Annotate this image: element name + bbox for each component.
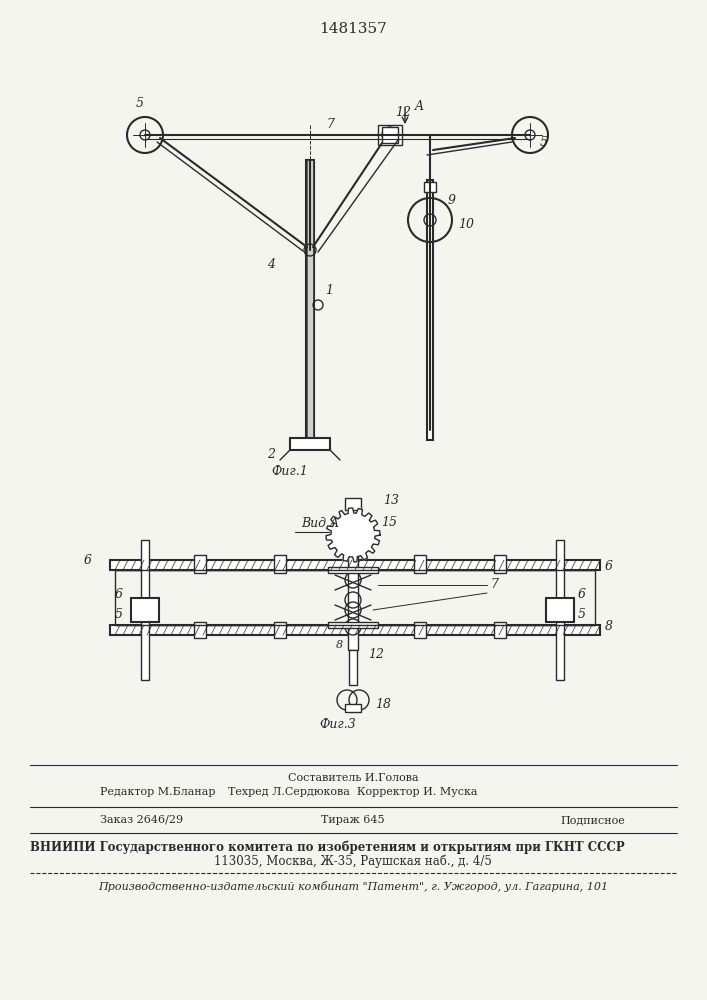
Text: 5: 5 (540, 136, 548, 149)
Bar (414, 622, 426, 638)
Bar (306, 160, 314, 440)
Text: Производственно-издательский комбинат "Патент", г. Ужгород, ул. Гагарина, 101: Производственно-издательский комбинат "П… (98, 881, 608, 892)
Bar (556, 540, 564, 680)
Bar (274, 555, 286, 573)
Bar (494, 555, 506, 573)
Text: 12: 12 (395, 106, 411, 119)
Text: 2: 2 (267, 448, 275, 462)
Bar (424, 182, 436, 192)
Bar (348, 545, 358, 650)
Text: Заказ 2646/29: Заказ 2646/29 (100, 815, 183, 825)
Text: 6: 6 (578, 588, 586, 601)
Bar (290, 438, 330, 450)
Text: Подписное: Подписное (560, 815, 625, 825)
Bar (131, 598, 159, 622)
Bar (110, 560, 600, 570)
Text: 6: 6 (84, 554, 92, 566)
Text: 5: 5 (136, 97, 144, 110)
Bar (115, 570, 595, 625)
Text: 5: 5 (578, 608, 586, 621)
Text: 1: 1 (325, 284, 333, 296)
Bar (378, 125, 402, 145)
Bar (274, 622, 286, 638)
Text: 18: 18 (375, 698, 391, 712)
Text: Составитель И.Голова: Составитель И.Голова (288, 773, 419, 783)
Text: 1481357: 1481357 (319, 22, 387, 36)
Text: 4: 4 (267, 258, 275, 271)
Text: 10: 10 (458, 219, 474, 232)
Text: Фиг.3: Фиг.3 (320, 718, 356, 731)
Bar (110, 625, 600, 635)
Text: Редактор М.Бланар: Редактор М.Бланар (100, 787, 216, 797)
Text: 13: 13 (383, 493, 399, 506)
Bar (345, 498, 361, 510)
Bar (414, 555, 426, 573)
Bar (307, 160, 313, 440)
Bar (427, 180, 433, 440)
Bar (141, 540, 149, 680)
Text: 9: 9 (448, 194, 456, 207)
Text: Техред Л.Сердюкова  Корректор И. Муска: Техред Л.Сердюкова Корректор И. Муска (228, 787, 478, 797)
Bar (194, 555, 206, 573)
Text: 7: 7 (490, 578, 498, 591)
Text: 12: 12 (368, 648, 384, 662)
Bar (328, 567, 378, 573)
Bar (328, 622, 378, 628)
Text: ВНИИПИ Государственного комитета по изобретениям и открытиям при ГКНТ СССР: ВНИИПИ Государственного комитета по изоб… (30, 841, 624, 854)
Text: Тираж 645: Тираж 645 (321, 815, 385, 825)
Text: 8: 8 (336, 640, 343, 650)
Bar (494, 622, 506, 638)
Bar (349, 650, 357, 685)
Text: Фиг.1: Фиг.1 (271, 465, 308, 478)
Text: 113035, Москва, Ж-35, Раушская наб., д. 4/5: 113035, Москва, Ж-35, Раушская наб., д. … (214, 855, 492, 868)
Text: 7: 7 (326, 118, 334, 131)
Bar (345, 704, 361, 712)
Text: 6: 6 (605, 560, 613, 574)
Text: A: A (415, 101, 424, 113)
Text: Вид A: Вид A (301, 517, 339, 530)
Text: 5: 5 (115, 608, 123, 621)
Text: 15: 15 (381, 516, 397, 530)
Text: 6: 6 (115, 588, 123, 601)
Text: 8: 8 (605, 620, 613, 634)
Bar (194, 622, 206, 638)
Bar (546, 598, 574, 622)
Bar (382, 127, 398, 143)
Polygon shape (326, 508, 380, 562)
